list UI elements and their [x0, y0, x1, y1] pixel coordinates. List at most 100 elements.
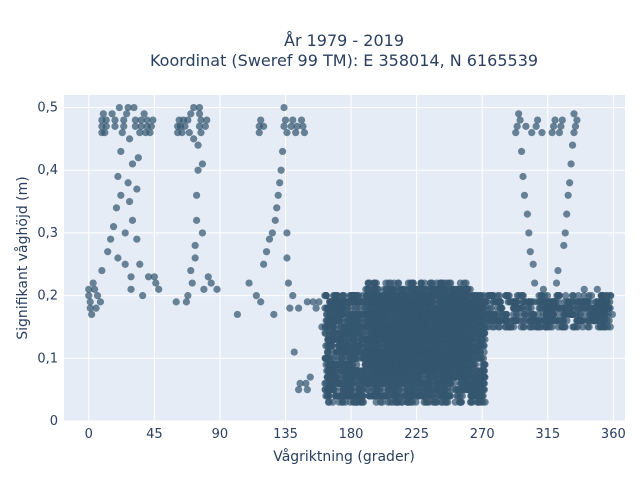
data-point — [373, 354, 381, 362]
data-point — [374, 285, 382, 293]
data-point — [182, 298, 190, 306]
data-point — [479, 386, 488, 394]
data-point — [147, 122, 156, 130]
data-point — [334, 310, 342, 319]
data-point — [527, 317, 535, 325]
data-point — [478, 304, 486, 312]
data-point — [531, 279, 539, 287]
data-point — [104, 248, 112, 256]
data-point — [386, 398, 394, 406]
data-point — [477, 310, 485, 319]
data-point — [560, 323, 569, 331]
data-point — [365, 348, 373, 356]
data-point — [386, 360, 394, 369]
data-point — [321, 354, 329, 362]
data-point — [149, 116, 157, 124]
data-point — [386, 310, 394, 319]
data-point — [414, 298, 422, 306]
x-tick-label: 0 — [85, 427, 93, 442]
data-point — [99, 110, 107, 118]
data-point — [503, 317, 511, 325]
data-point — [480, 317, 488, 325]
data-point — [490, 310, 498, 319]
data-point — [368, 379, 376, 387]
data-point — [587, 292, 596, 300]
data-point — [463, 292, 471, 300]
data-point — [561, 310, 569, 319]
data-point — [474, 342, 483, 350]
data-point — [364, 279, 372, 287]
data-point — [387, 354, 396, 362]
data-point — [401, 292, 409, 300]
data-point — [472, 292, 480, 300]
data-point — [117, 147, 125, 156]
data-point — [86, 304, 94, 312]
data-point — [384, 292, 392, 300]
data-point — [605, 304, 613, 312]
data-point — [440, 292, 448, 300]
data-point — [354, 386, 363, 394]
data-point — [399, 373, 407, 381]
data-point — [330, 317, 338, 325]
data-point — [519, 323, 528, 331]
data-point — [283, 229, 291, 237]
data-point — [463, 323, 471, 331]
data-point — [366, 310, 374, 319]
data-point — [353, 379, 362, 387]
data-point — [283, 254, 291, 262]
data-point — [201, 122, 209, 130]
data-point — [399, 342, 408, 350]
data-point — [448, 342, 456, 350]
data-point — [364, 285, 372, 293]
data-point — [473, 304, 481, 312]
data-point — [573, 116, 581, 124]
data-point — [373, 367, 381, 375]
data-point — [332, 335, 340, 344]
data-point — [233, 310, 241, 319]
data-point — [444, 386, 452, 394]
data-point — [293, 122, 301, 130]
data-point — [327, 360, 335, 369]
data-point — [555, 129, 564, 137]
data-point — [96, 298, 105, 306]
data-point — [372, 392, 380, 400]
data-point — [594, 323, 602, 331]
data-point — [429, 329, 437, 337]
data-point — [350, 323, 358, 331]
data-point — [362, 342, 370, 350]
data-point — [127, 273, 135, 281]
data-point — [111, 116, 119, 124]
data-point — [444, 398, 452, 406]
data-point — [359, 392, 367, 400]
data-point — [185, 129, 193, 137]
data-point — [548, 323, 556, 331]
data-point — [372, 329, 380, 337]
data-point — [562, 292, 570, 300]
data-point — [538, 129, 546, 137]
x-tick-label: 135 — [273, 427, 298, 442]
data-point — [303, 298, 311, 306]
data-point — [412, 379, 420, 387]
data-point — [415, 386, 423, 394]
data-point — [429, 335, 437, 344]
data-point — [125, 135, 134, 143]
data-point — [367, 298, 375, 306]
data-point — [388, 329, 396, 337]
data-point — [315, 298, 323, 306]
data-point — [437, 386, 445, 394]
data-point — [409, 348, 418, 356]
data-point — [198, 229, 207, 237]
data-point — [456, 323, 464, 331]
data-point — [452, 354, 460, 362]
data-point — [512, 310, 520, 319]
data-point — [468, 398, 476, 406]
data-point — [443, 279, 451, 287]
data-point — [463, 379, 471, 387]
data-point — [384, 373, 393, 381]
data-point — [502, 292, 510, 300]
data-point — [583, 304, 591, 312]
data-point — [536, 304, 545, 312]
data-point — [277, 166, 285, 174]
x-tick-label: 315 — [535, 427, 560, 442]
